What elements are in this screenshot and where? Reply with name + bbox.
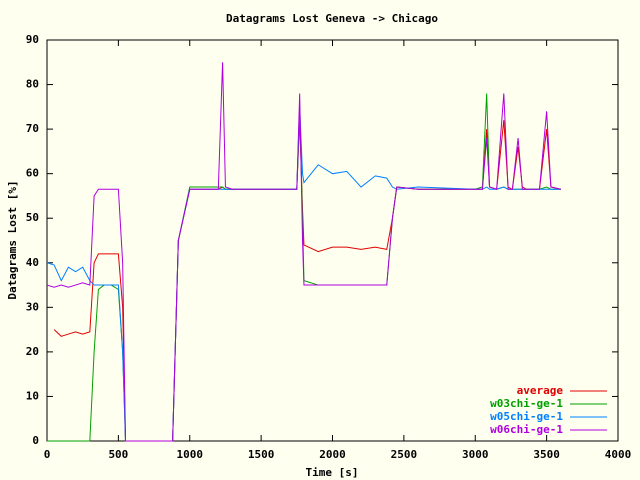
y-tick-label: 30 [26, 300, 39, 313]
y-tick-label: 10 [26, 389, 39, 402]
y-tick-label: 90 [26, 33, 39, 46]
x-tick-label: 3500 [533, 448, 560, 461]
x-tick-label: 1500 [248, 448, 275, 461]
x-tick-label: 1000 [177, 448, 204, 461]
y-tick-label: 60 [26, 167, 39, 180]
x-tick-label: 500 [108, 448, 128, 461]
legend-label: w03chi-ge-1 [490, 397, 563, 410]
legend-label: w05chi-ge-1 [490, 410, 563, 423]
y-tick-label: 20 [26, 345, 39, 358]
data-line [46, 62, 562, 442]
y-tick-label: 0 [32, 434, 39, 447]
y-tick-label: 70 [26, 122, 39, 135]
y-axis-label: Datagrams Lost [%] [6, 180, 19, 299]
data-line [46, 106, 561, 442]
data-line [53, 120, 562, 442]
y-tick-label: 40 [26, 256, 39, 269]
x-axis-label: Time [s] [306, 466, 359, 479]
x-tick-label: 4000 [605, 448, 632, 461]
plot-border [46, 39, 619, 442]
x-tick-label: 3000 [462, 448, 489, 461]
x-tick-label: 2500 [391, 448, 418, 461]
x-tick-label: 0 [44, 448, 51, 461]
y-tick-label: 80 [26, 78, 39, 91]
legend-label: average [517, 384, 564, 397]
legend-label: w06chi-ge-1 [490, 423, 563, 436]
x-tick-label: 2000 [319, 448, 346, 461]
y-tick-label: 50 [26, 211, 39, 224]
chart-title: Datagrams Lost Geneva -> Chicago [226, 12, 438, 25]
